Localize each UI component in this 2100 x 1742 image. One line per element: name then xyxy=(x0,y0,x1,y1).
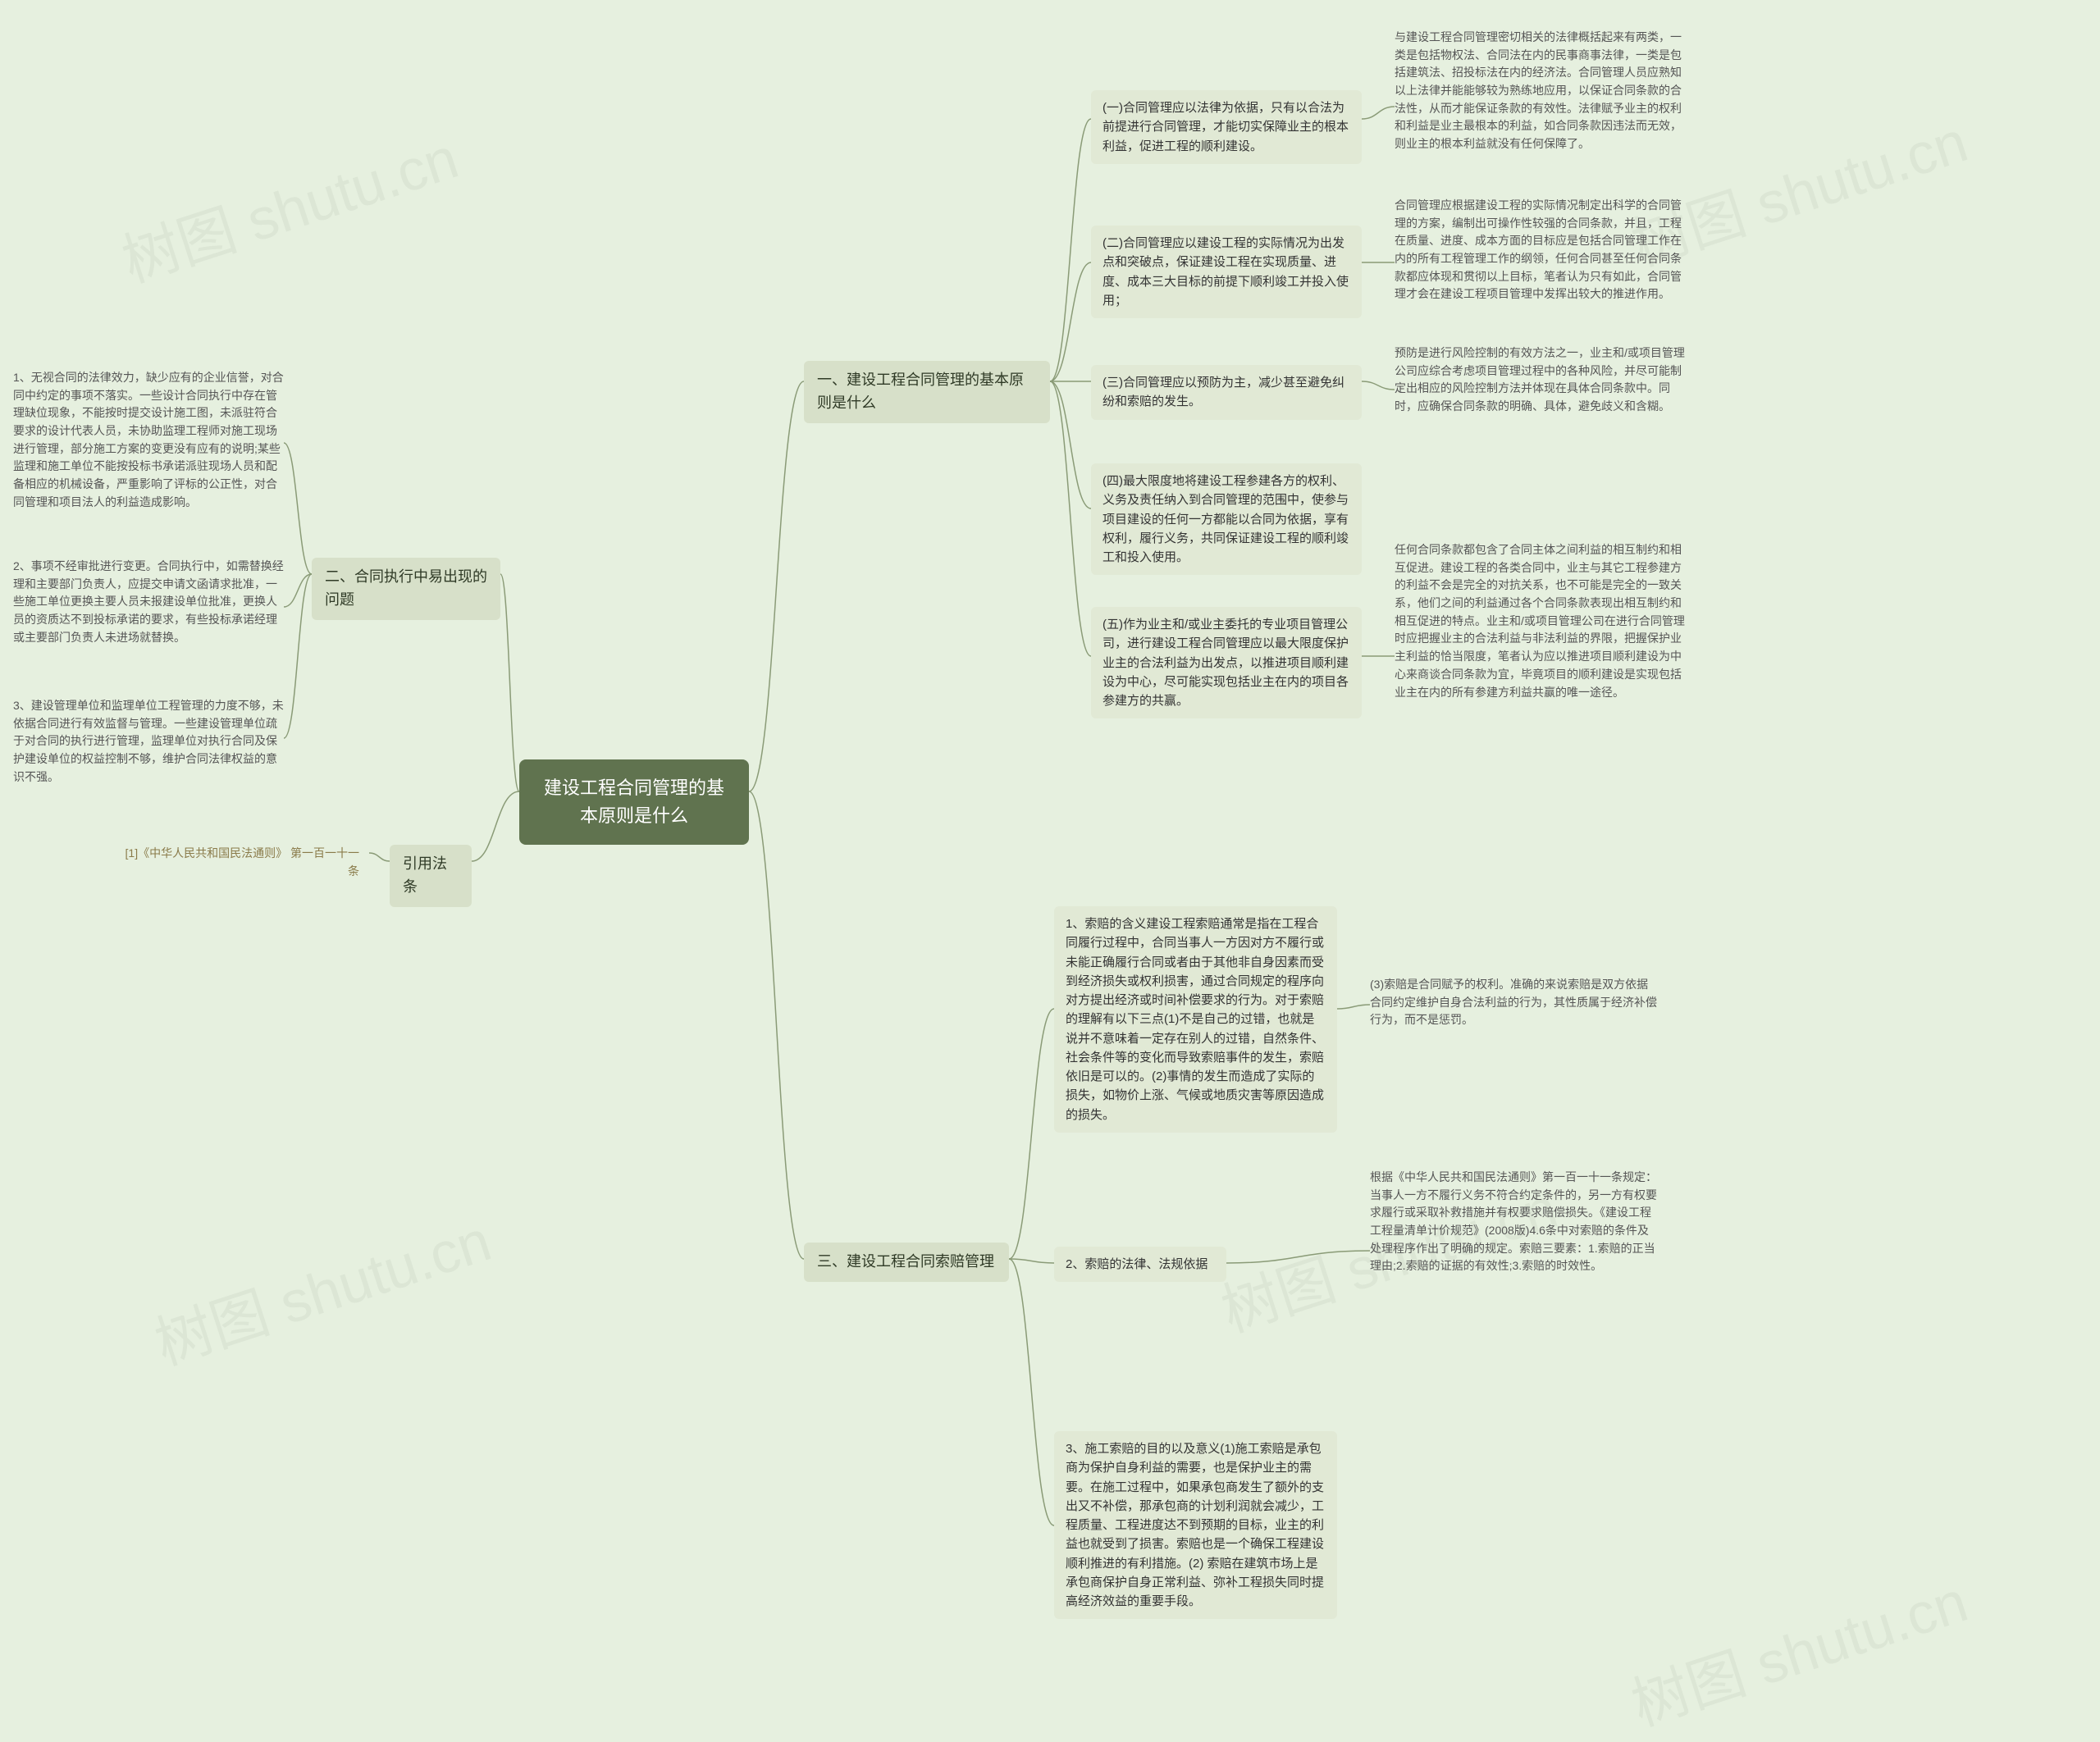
branch-citation[interactable]: 引用法条 xyxy=(390,845,472,907)
citation-text: [1]《中华人民共和国民法通则》 第一百一十一条 xyxy=(107,838,369,887)
leaf-problem-1: 1、无视合同的法律效力，缺少应有的企业信誉，对合同中约定的事项不落实。一些设计合… xyxy=(13,369,284,512)
principle-2[interactable]: (二)合同管理应以建设工程的实际情况为出发点和突破点，保证建设工程在实现质量、进… xyxy=(1091,226,1362,318)
claim-1-detail: (3)索赔是合同赋予的权利。准确的来说索赔是双方依据合同约定维护自身合法利益的行… xyxy=(1370,976,1657,1029)
branch-label: 引用法条 xyxy=(403,855,447,895)
claim-1[interactable]: 1、索赔的含义建设工程索赔通常是指在工程合同履行过程中，合同当事人一方因对方不履… xyxy=(1054,906,1337,1133)
branch-problems[interactable]: 二、合同执行中易出现的问题 xyxy=(312,558,500,620)
branch-label: 三、建设工程合同索赔管理 xyxy=(817,1253,994,1270)
principle-2-detail: 合同管理应根据建设工程的实际情况制定出科学的合同管理的方案，编制出可操作性较强的… xyxy=(1395,197,1686,303)
branch-label: 二、合同执行中易出现的问题 xyxy=(325,568,487,608)
leaf-problem-3: 3、建设管理单位和监理单位工程管理的力度不够，未依据合同进行有效监督与管理。一些… xyxy=(13,697,284,786)
principle-4[interactable]: (四)最大限度地将建设工程参建各方的权利、义务及责任纳入到合同管理的范围中，使参… xyxy=(1091,463,1362,575)
branch-claims[interactable]: 三、建设工程合同索赔管理 xyxy=(804,1243,1009,1282)
claim-2[interactable]: 2、索赔的法律、法规依据 xyxy=(1054,1247,1226,1282)
principle-3[interactable]: (三)合同管理应以预防为主，减少甚至避免纠纷和索赔的发生。 xyxy=(1091,365,1362,420)
principle-5-detail: 任何合同条款都包含了合同主体之间利益的相互制约和相互促进。建设工程的各类合同中，… xyxy=(1395,541,1686,701)
principle-5[interactable]: (五)作为业主和/或业主委托的专业项目管理公司，进行建设工程合同管理应以最大限度… xyxy=(1091,607,1362,718)
branch-principles[interactable]: 一、建设工程合同管理的基本原则是什么 xyxy=(804,361,1050,423)
principle-1[interactable]: (一)合同管理应以法律为依据，只有以合法为前提进行合同管理，才能切实保障业主的根… xyxy=(1091,90,1362,164)
principle-3-detail: 预防是进行风险控制的有效方法之一，业主和/或项目管理公司应综合考虑项目管理过程中… xyxy=(1395,344,1686,416)
leaf-problem-2: 2、事项不经审批进行变更。合同执行中，如需替换经理和主要部门负责人，应提交申请文… xyxy=(13,558,284,646)
principle-1-detail: 与建设工程合同管理密切相关的法律概括起来有两类，一类是包括物权法、合同法在内的民… xyxy=(1395,29,1686,153)
mindmap-root[interactable]: 建设工程合同管理的基本原则是什么 xyxy=(519,759,749,845)
branch-label: 一、建设工程合同管理的基本原则是什么 xyxy=(817,372,1024,411)
claim-2-detail: 根据《中华人民共和国民法通则》第一百一十一条规定：当事人一方不履行义务不符合约定… xyxy=(1370,1169,1657,1275)
root-label: 建设工程合同管理的基本原则是什么 xyxy=(544,778,724,826)
claim-3[interactable]: 3、施工索赔的目的以及意义(1)施工索赔是承包商为保护自身利益的需要，也是保护业… xyxy=(1054,1431,1337,1619)
